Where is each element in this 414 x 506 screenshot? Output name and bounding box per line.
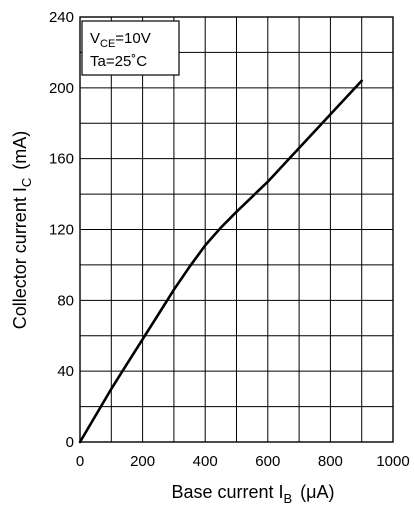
y-tick-label: 0 bbox=[66, 434, 74, 451]
annotation-line-1: VCE=10V bbox=[90, 30, 151, 50]
grid bbox=[80, 17, 393, 442]
x-tick-label: 1000 bbox=[376, 453, 409, 470]
y-tick-label: 160 bbox=[49, 151, 74, 168]
y-tick-label: 240 bbox=[49, 9, 74, 26]
y-tick-label: 40 bbox=[57, 363, 74, 380]
plot-frame bbox=[79, 16, 394, 443]
x-tick-label: 600 bbox=[255, 453, 280, 470]
x-tick-labels: 0 200 400 600 800 1000 bbox=[76, 453, 410, 470]
x-tick-label: 200 bbox=[130, 453, 155, 470]
series-line bbox=[78, 79, 363, 444]
annotation-box: VCE=10V Ta=25˚C bbox=[81, 20, 180, 76]
y-tick-label: 80 bbox=[57, 292, 74, 309]
x-tick-label: 400 bbox=[193, 453, 218, 470]
y-axis-title: Collector current IC(mA) bbox=[10, 131, 34, 329]
y-tick-label: 120 bbox=[49, 222, 74, 239]
y-tick-labels: 0 40 80 120 160 200 240 bbox=[49, 9, 74, 451]
x-tick-label: 0 bbox=[76, 453, 84, 470]
x-tick-label: 800 bbox=[318, 453, 343, 470]
y-tick-label: 200 bbox=[49, 80, 74, 97]
x-axis-title: Base current IB (μA) bbox=[171, 482, 334, 506]
annotation-line-2: Ta=25˚C bbox=[90, 53, 147, 70]
